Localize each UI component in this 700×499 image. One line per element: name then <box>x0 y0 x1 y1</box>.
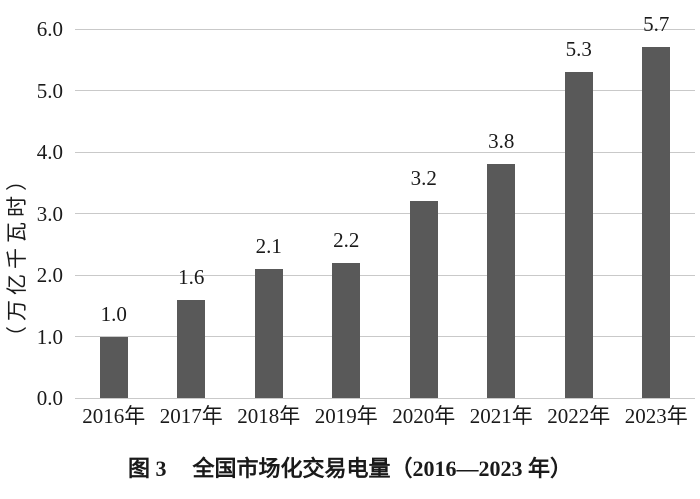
y-tick-label: 0.0 <box>36 386 63 410</box>
gridline-y-5.0 <box>75 90 695 91</box>
bar-2021年 <box>487 164 516 398</box>
bar-value-label: 1.0 <box>100 301 127 326</box>
x-tick-label: 2020年 <box>392 404 456 428</box>
bar-2022年 <box>564 72 593 398</box>
x-tick-label: 2023年 <box>624 404 688 428</box>
gridline-y-2.0 <box>75 274 695 276</box>
figure-number-label: 图 3 <box>127 456 167 481</box>
bar-value-label: 5.3 <box>565 37 592 62</box>
gridline-y-6.0 <box>75 28 695 30</box>
gridline-y-3.0 <box>75 213 695 214</box>
y-tick-label: 2.0 <box>36 263 63 287</box>
caption-title-text: 全国市场化交易电量（2016—2023 年） <box>192 456 573 481</box>
gridline-y-1.0 <box>75 336 695 337</box>
y-tick-label: 5.0 <box>36 78 63 103</box>
bar-2017年 <box>177 299 206 398</box>
bar-2016年 <box>99 336 128 398</box>
bar-2018年 <box>254 268 283 398</box>
bar-2019年 <box>332 262 361 398</box>
gridline-y-0.0 <box>75 397 695 399</box>
gridline-y-4.0 <box>75 151 695 153</box>
y-tick-label: 4.0 <box>36 140 63 164</box>
bar-value-label: 3.2 <box>410 166 437 191</box>
bar-value-label: 1.6 <box>178 264 205 289</box>
x-tick-label: 2019年 <box>314 404 378 428</box>
y-tick-label: 6.0 <box>36 17 63 41</box>
x-tick-label: 2022年 <box>547 404 611 428</box>
plot-area: 1.0 1.6 2.1 2.2 3.2 3.8 5.3 5.7 <box>75 13 695 399</box>
bar-value-label: 5.7 <box>643 12 670 37</box>
chart-caption: 图 3 全国市场化交易电量（2016—2023 年） <box>0 456 700 482</box>
y-tick-label: 1.0 <box>36 324 63 349</box>
bar-value-label: 2.2 <box>333 227 360 252</box>
bar-value-label: 2.1 <box>255 233 282 258</box>
x-tick-label: 2016年 <box>82 404 146 428</box>
y-tick-label: 3.0 <box>36 201 63 226</box>
x-tick-label: 2017年 <box>159 404 223 428</box>
bar-2020年 <box>409 201 438 398</box>
x-tick-label: 2021年 <box>469 404 533 428</box>
x-tick-label: 2018年 <box>237 404 301 428</box>
bar-value-label: 3.8 <box>488 129 515 154</box>
bar-2023年 <box>642 47 671 398</box>
